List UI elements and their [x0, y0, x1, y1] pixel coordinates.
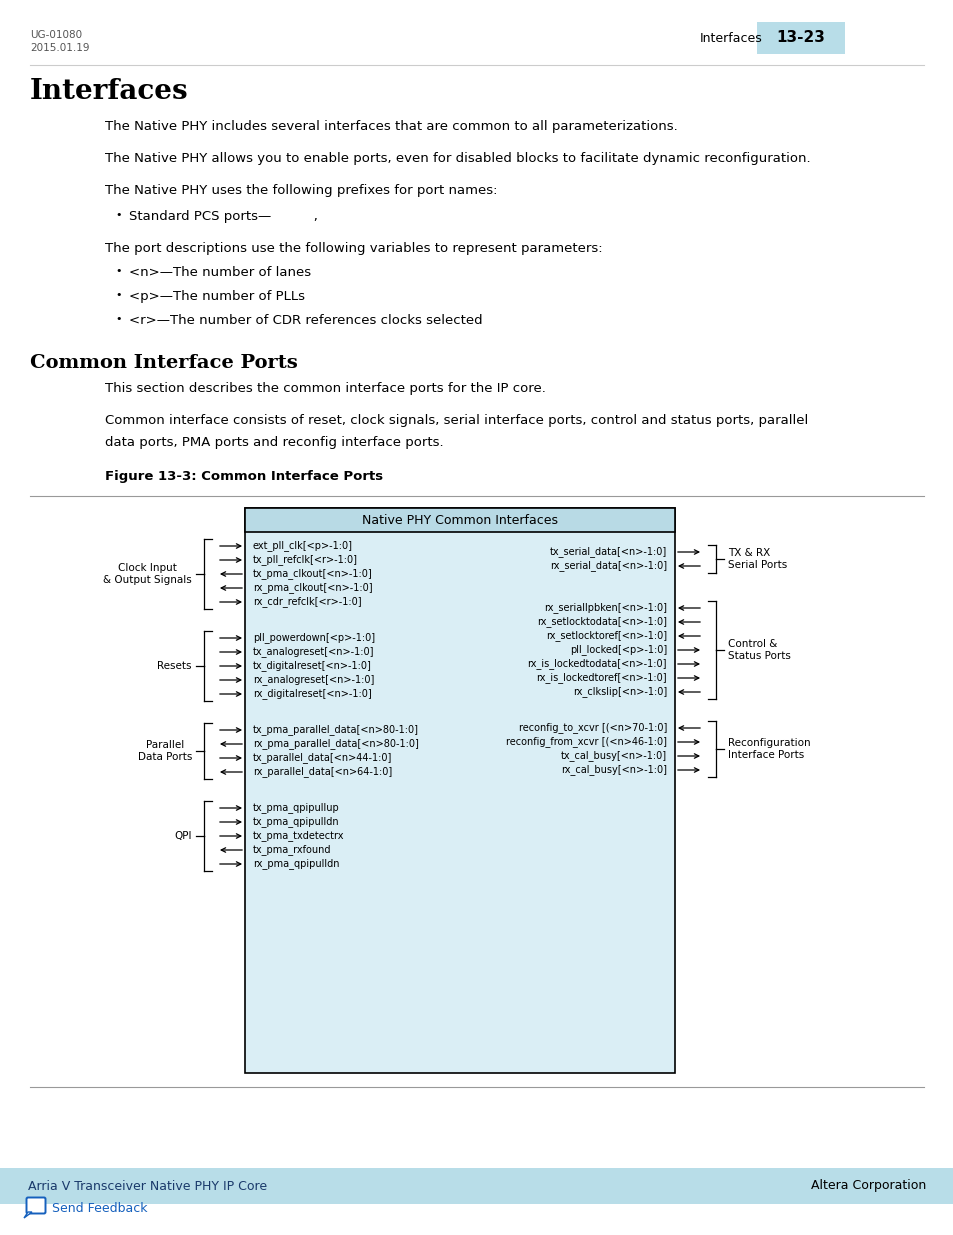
Text: The Native PHY uses the following prefixes for port names:: The Native PHY uses the following prefix… — [105, 184, 497, 198]
Text: rx_cdr_refclk[<r>-1:0]: rx_cdr_refclk[<r>-1:0] — [253, 597, 361, 608]
Text: reconfig_to_xcvr [(<n>70-1:0]: reconfig_to_xcvr [(<n>70-1:0] — [518, 722, 666, 734]
Text: rx_pma_qpipulldn: rx_pma_qpipulldn — [253, 858, 339, 869]
FancyBboxPatch shape — [27, 1198, 46, 1214]
Text: rx_pma_clkout[<n>-1:0]: rx_pma_clkout[<n>-1:0] — [253, 583, 373, 594]
Text: •: • — [115, 266, 121, 275]
Text: Send Feedback: Send Feedback — [52, 1202, 148, 1214]
Text: Clock Input
& Output Signals: Clock Input & Output Signals — [103, 563, 192, 585]
Text: reconfig_from_xcvr [(<n>46-1:0]: reconfig_from_xcvr [(<n>46-1:0] — [505, 736, 666, 747]
Text: rx_cal_busy[<n>-1:0]: rx_cal_busy[<n>-1:0] — [560, 764, 666, 776]
Text: <p>—The number of PLLs: <p>—The number of PLLs — [129, 290, 305, 303]
Text: QPI: QPI — [174, 831, 192, 841]
Text: tx_pma_parallel_data[<n>80-1:0]: tx_pma_parallel_data[<n>80-1:0] — [253, 725, 418, 736]
Text: Common interface consists of reset, clock signals, serial interface ports, contr: Common interface consists of reset, cloc… — [105, 414, 807, 427]
Text: 13-23: 13-23 — [776, 31, 824, 46]
Text: tx_cal_busy[<n>-1:0]: tx_cal_busy[<n>-1:0] — [560, 751, 666, 762]
Text: •: • — [115, 210, 121, 220]
Text: rx_parallel_data[<n>64-1:0]: rx_parallel_data[<n>64-1:0] — [253, 767, 392, 778]
Text: tx_pma_rxfound: tx_pma_rxfound — [253, 845, 331, 856]
Text: tx_pma_qpipullup: tx_pma_qpipullup — [253, 803, 339, 814]
Text: TX & RX
Serial Ports: TX & RX Serial Ports — [727, 548, 786, 569]
Text: Altera Corporation: Altera Corporation — [810, 1179, 925, 1193]
Text: tx_parallel_data[<n>44-1:0]: tx_parallel_data[<n>44-1:0] — [253, 752, 392, 763]
Text: data ports, PMA ports and reconfig interface ports.: data ports, PMA ports and reconfig inter… — [105, 436, 443, 450]
Polygon shape — [24, 1212, 32, 1218]
Text: •: • — [115, 314, 121, 324]
Text: rx_seriallpbken[<n>-1:0]: rx_seriallpbken[<n>-1:0] — [543, 603, 666, 614]
Text: Interfaces: Interfaces — [700, 32, 762, 44]
Text: Figure 13-3: Common Interface Ports: Figure 13-3: Common Interface Ports — [105, 471, 383, 483]
Text: •: • — [115, 290, 121, 300]
Text: Common Interface Ports: Common Interface Ports — [30, 354, 297, 372]
Bar — [757, 22, 844, 54]
Text: <r>—The number of CDR references clocks selected: <r>—The number of CDR references clocks … — [129, 314, 482, 327]
Text: Control &
Status Ports: Control & Status Ports — [727, 640, 790, 661]
Text: Resets: Resets — [157, 661, 192, 671]
Text: rx_analogreset[<n>-1:0]: rx_analogreset[<n>-1:0] — [253, 674, 374, 685]
Bar — [245, 508, 675, 1073]
Text: rx_setlocktoref[<n>-1:0]: rx_setlocktoref[<n>-1:0] — [545, 631, 666, 641]
Text: tx_pll_refclk[<r>-1:0]: tx_pll_refclk[<r>-1:0] — [253, 555, 357, 566]
Text: This section describes the common interface ports for the IP core.: This section describes the common interf… — [105, 382, 545, 395]
Text: rx_setlocktodata[<n>-1:0]: rx_setlocktodata[<n>-1:0] — [537, 616, 666, 627]
Text: Arria V Transceiver Native PHY IP Core: Arria V Transceiver Native PHY IP Core — [28, 1179, 267, 1193]
Text: pll_locked[<p>-1:0]: pll_locked[<p>-1:0] — [569, 645, 666, 656]
Text: The port descriptions use the following variables to represent parameters:: The port descriptions use the following … — [105, 242, 602, 254]
Text: pll_powerdown[<p>-1:0]: pll_powerdown[<p>-1:0] — [253, 632, 375, 643]
Text: tx_digitalreset[<n>-1:0]: tx_digitalreset[<n>-1:0] — [253, 661, 372, 672]
Text: tx_pma_qpipulldn: tx_pma_qpipulldn — [253, 816, 339, 827]
Text: tx_pma_txdetectrx: tx_pma_txdetectrx — [253, 831, 344, 841]
Text: Interfaces: Interfaces — [30, 78, 189, 105]
Text: rx_digitalreset[<n>-1:0]: rx_digitalreset[<n>-1:0] — [253, 689, 372, 699]
Text: rx_pma_parallel_data[<n>80-1:0]: rx_pma_parallel_data[<n>80-1:0] — [253, 739, 418, 750]
Text: tx_serial_data[<n>-1:0]: tx_serial_data[<n>-1:0] — [549, 547, 666, 557]
Text: The Native PHY allows you to enable ports, even for disabled blocks to facilitat: The Native PHY allows you to enable port… — [105, 152, 810, 165]
Text: rx_clkslip[<n>-1:0]: rx_clkslip[<n>-1:0] — [572, 687, 666, 698]
Text: UG-01080
2015.01.19: UG-01080 2015.01.19 — [30, 30, 90, 53]
Text: rx_is_lockedtodata[<n>-1:0]: rx_is_lockedtodata[<n>-1:0] — [527, 658, 666, 669]
Text: <n>—The number of lanes: <n>—The number of lanes — [129, 266, 311, 279]
Bar — [0, 1168, 953, 1204]
Text: ext_pll_clk[<p>-1:0]: ext_pll_clk[<p>-1:0] — [253, 541, 353, 552]
Text: tx_pma_clkout[<n>-1:0]: tx_pma_clkout[<n>-1:0] — [253, 568, 373, 579]
Text: Reconfiguration
Interface Ports: Reconfiguration Interface Ports — [727, 739, 810, 760]
Text: The Native PHY includes several interfaces that are common to all parameterizati: The Native PHY includes several interfac… — [105, 120, 677, 133]
Text: Parallel
Data Ports: Parallel Data Ports — [137, 740, 192, 762]
Text: Native PHY Common Interfaces: Native PHY Common Interfaces — [361, 514, 558, 526]
Text: rx_is_lockedtoref[<n>-1:0]: rx_is_lockedtoref[<n>-1:0] — [536, 673, 666, 683]
Text: tx_analogreset[<n>-1:0]: tx_analogreset[<n>-1:0] — [253, 647, 375, 657]
Bar — [245, 508, 675, 532]
Text: rx_serial_data[<n>-1:0]: rx_serial_data[<n>-1:0] — [549, 561, 666, 572]
Text: Standard PCS ports—          ,: Standard PCS ports— , — [129, 210, 317, 224]
